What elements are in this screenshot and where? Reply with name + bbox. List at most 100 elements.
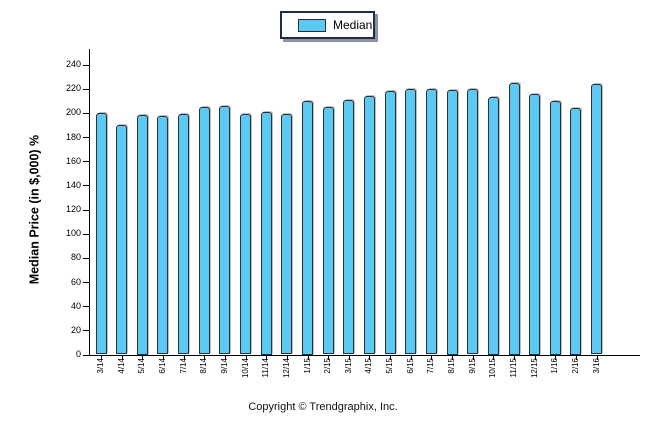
bar-11/14	[260, 111, 272, 355]
x-axis-label: 5/15	[385, 358, 395, 374]
bar-3/14	[95, 112, 107, 355]
x-axis-label: 9/15	[467, 358, 477, 374]
x-axis-label: 9/14	[219, 358, 229, 374]
x-tick	[142, 355, 144, 360]
bar-5/14	[136, 115, 148, 355]
copyright-text: Copyright © Trendgraphix, Inc.	[248, 401, 398, 413]
x-axis-label: 6/14	[157, 358, 167, 374]
y-tick-label: 120	[65, 204, 81, 214]
bar-9/14	[219, 105, 231, 355]
x-tick	[101, 355, 102, 360]
y-tick	[83, 185, 89, 187]
x-tick	[390, 355, 392, 360]
y-tick	[83, 306, 89, 308]
y-tick	[83, 88, 89, 90]
x-tick	[348, 355, 350, 360]
x-tick	[369, 355, 371, 360]
bar-3/15	[343, 99, 355, 355]
bar-6/15	[405, 88, 417, 355]
bar-11/15	[508, 82, 520, 355]
x-axis-label: 4/14	[116, 358, 126, 374]
bar-2/16	[570, 108, 582, 355]
bar-12/15	[529, 93, 541, 355]
x-tick	[534, 355, 536, 360]
x-axis-label: 6/15	[405, 358, 415, 374]
y-tick-label: 240	[65, 59, 81, 69]
x-axis-label: 1/16	[550, 358, 560, 374]
x-tick	[514, 355, 515, 360]
y-tick	[83, 354, 89, 356]
y-tick-label: 180	[65, 131, 81, 142]
bar-6/14	[157, 116, 169, 355]
legend-swatch-median	[298, 18, 326, 32]
bar-10/15	[487, 97, 499, 355]
x-axis-label: 2/16	[570, 358, 580, 374]
x-axis-label: 8/14	[199, 358, 209, 374]
x-axis-label: 12/15	[529, 358, 539, 379]
bar-1/15	[302, 100, 313, 355]
x-tick	[410, 355, 412, 360]
y-tick-label: 100	[65, 228, 81, 239]
x-axis-label: 8/15	[447, 358, 457, 374]
bar-10/14	[240, 114, 252, 355]
bar-4/14	[116, 124, 128, 355]
y-tick-label: 200	[65, 107, 81, 118]
x-tick	[493, 355, 495, 360]
y-tick-label: 160	[65, 155, 81, 166]
x-axis-label: 11/15	[509, 358, 518, 378]
y-tick-label: 0	[75, 349, 81, 359]
x-tick	[472, 355, 474, 360]
bar-1/16	[549, 100, 561, 355]
x-axis-label: 3/16	[591, 358, 601, 374]
x-tick	[245, 355, 247, 360]
x-axis-label: 2/15	[323, 358, 333, 374]
x-axis-label: 10/14	[240, 358, 250, 379]
x-axis-label: 3/14	[96, 358, 105, 374]
x-axis-label: 7/15	[426, 358, 436, 374]
x-tick	[555, 355, 557, 360]
x-tick	[431, 355, 433, 360]
x-axis-label: 3/15	[343, 358, 353, 374]
x-tick	[575, 355, 577, 360]
x-tick	[204, 355, 206, 360]
y-tick	[83, 112, 89, 114]
y-tick-label: 220	[65, 83, 81, 94]
bar-8/14	[198, 106, 210, 355]
y-tick-label: 20	[70, 324, 81, 335]
x-tick	[596, 355, 598, 360]
x-axis-label: 12/14	[281, 358, 291, 379]
bar-12/14	[281, 114, 293, 355]
x-tick	[162, 355, 164, 360]
y-tick	[83, 330, 89, 332]
y-tick-label: 140	[65, 179, 81, 190]
bar-4/15	[363, 95, 375, 355]
x-tick	[307, 355, 309, 360]
x-axis-label: 5/14	[137, 358, 147, 374]
y-tick-label: 40	[70, 300, 81, 311]
x-tick	[452, 355, 454, 360]
legend-label: Median	[333, 18, 373, 32]
x-axis-label: 1/15	[302, 358, 312, 374]
bar-8/15	[446, 89, 458, 355]
x-tick	[183, 355, 185, 360]
x-axis-label: 7/14	[178, 358, 188, 374]
y-tick	[83, 64, 89, 66]
x-axis-label: 4/15	[364, 358, 374, 374]
bar-2/15	[322, 106, 334, 355]
y-tick	[83, 257, 89, 259]
y-tick-label: 80	[70, 252, 81, 263]
y-tick	[83, 209, 89, 211]
y-axis-line	[89, 49, 90, 355]
bar-9/15	[467, 88, 479, 355]
bar-7/15	[425, 88, 437, 355]
x-tick	[224, 355, 226, 360]
bar-7/14	[178, 114, 190, 355]
x-tick	[328, 355, 330, 360]
y-tick	[83, 161, 89, 163]
x-axis-line	[89, 354, 640, 356]
x-tick	[266, 355, 268, 360]
x-tick	[121, 355, 123, 360]
y-tick	[83, 137, 89, 138]
